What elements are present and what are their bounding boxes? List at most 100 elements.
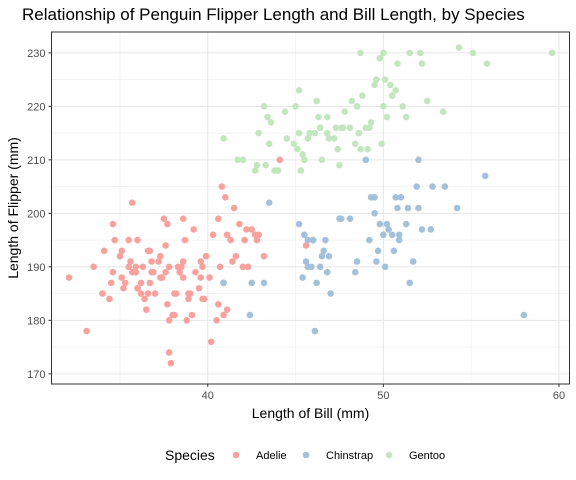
point-adelie <box>152 290 159 297</box>
point-adelie <box>245 264 252 271</box>
point-adelie <box>183 317 190 324</box>
point-gentoo <box>317 124 324 131</box>
chart-title: Relationship of Penguin Flipper Length a… <box>22 5 525 24</box>
point-adelie <box>162 242 169 249</box>
point-gentoo <box>399 103 406 110</box>
point-gentoo <box>261 103 268 110</box>
point-chinstrap <box>266 199 273 206</box>
point-gentoo <box>470 50 477 57</box>
point-chinstrap <box>247 312 254 319</box>
point-chinstrap <box>324 269 331 276</box>
point-gentoo <box>266 141 273 148</box>
point-adelie <box>122 280 129 287</box>
point-gentoo <box>341 108 348 115</box>
point-gentoo <box>406 50 413 57</box>
point-chinstrap <box>413 183 420 190</box>
point-gentoo <box>319 157 326 164</box>
point-gentoo <box>334 146 341 153</box>
legend-title: Species <box>165 447 215 463</box>
point-chinstrap <box>454 205 461 212</box>
point-gentoo <box>262 162 269 169</box>
point-gentoo <box>347 124 354 131</box>
point-gentoo <box>357 146 364 153</box>
point-gentoo <box>324 114 331 121</box>
point-gentoo <box>220 135 227 142</box>
y-tick-label: 190 <box>27 262 45 274</box>
point-gentoo <box>292 103 299 110</box>
point-gentoo <box>456 44 463 51</box>
point-adelie <box>106 296 113 303</box>
point-adelie <box>215 215 222 222</box>
legend-key-chinstrap <box>303 452 310 459</box>
point-adelie <box>127 258 134 265</box>
point-chinstrap <box>366 237 373 244</box>
point-gentoo <box>301 157 308 164</box>
point-adelie <box>125 237 132 244</box>
point-adelie <box>147 247 154 254</box>
point-adelie <box>219 183 226 190</box>
point-adelie <box>148 258 155 265</box>
x-tick-label: 40 <box>202 390 214 402</box>
point-adelie <box>189 312 196 319</box>
point-gentoo <box>254 162 261 169</box>
point-adelie <box>118 247 125 254</box>
point-adelie <box>231 205 238 212</box>
point-adelie <box>159 274 166 281</box>
point-gentoo <box>313 98 320 105</box>
point-gentoo <box>312 130 319 137</box>
legend-label-gentoo: Gentoo <box>409 450 445 462</box>
y-tick-label: 170 <box>27 369 45 381</box>
point-adelie <box>182 237 189 244</box>
legend-key-gentoo <box>386 452 393 459</box>
point-adelie <box>171 312 178 319</box>
point-chinstrap <box>391 247 398 254</box>
point-gentoo <box>255 130 262 137</box>
point-chinstrap <box>338 215 345 222</box>
point-adelie <box>110 221 117 228</box>
point-chinstrap <box>326 253 333 260</box>
point-adelie <box>203 253 210 260</box>
point-chinstrap <box>415 205 422 212</box>
point-gentoo <box>282 108 289 115</box>
point-adelie <box>99 290 106 297</box>
point-chinstrap <box>442 183 449 190</box>
point-adelie <box>222 194 229 201</box>
point-chinstrap <box>354 258 361 265</box>
point-chinstrap <box>406 280 413 287</box>
point-adelie <box>138 280 145 287</box>
point-chinstrap <box>398 194 405 201</box>
point-gentoo <box>440 108 447 115</box>
point-chinstrap <box>371 210 378 217</box>
point-adelie <box>208 338 215 345</box>
point-gentoo <box>417 50 424 57</box>
point-chinstrap <box>521 312 528 319</box>
point-chinstrap <box>363 157 370 164</box>
point-adelie <box>210 231 217 238</box>
point-gentoo <box>424 98 431 105</box>
point-gentoo <box>355 130 362 137</box>
point-adelie <box>173 290 180 297</box>
point-adelie <box>83 328 90 335</box>
point-adelie <box>199 264 206 271</box>
point-adelie <box>168 360 175 367</box>
point-adelie <box>145 290 152 297</box>
point-adelie <box>187 290 194 297</box>
point-gentoo <box>298 167 305 174</box>
point-gentoo <box>384 114 391 121</box>
point-gentoo <box>296 87 303 94</box>
point-gentoo <box>387 82 394 89</box>
point-gentoo <box>296 130 303 137</box>
point-gentoo <box>357 50 364 57</box>
point-gentoo <box>364 146 371 153</box>
x-tick-label: 50 <box>377 390 389 402</box>
point-adelie <box>206 274 213 281</box>
point-adelie <box>140 264 147 271</box>
point-gentoo <box>419 60 426 67</box>
point-chinstrap <box>419 226 426 233</box>
point-chinstrap <box>347 215 354 222</box>
point-chinstrap <box>310 237 317 244</box>
point-gentoo <box>403 114 410 121</box>
point-adelie <box>164 301 171 308</box>
point-chinstrap <box>220 280 227 287</box>
